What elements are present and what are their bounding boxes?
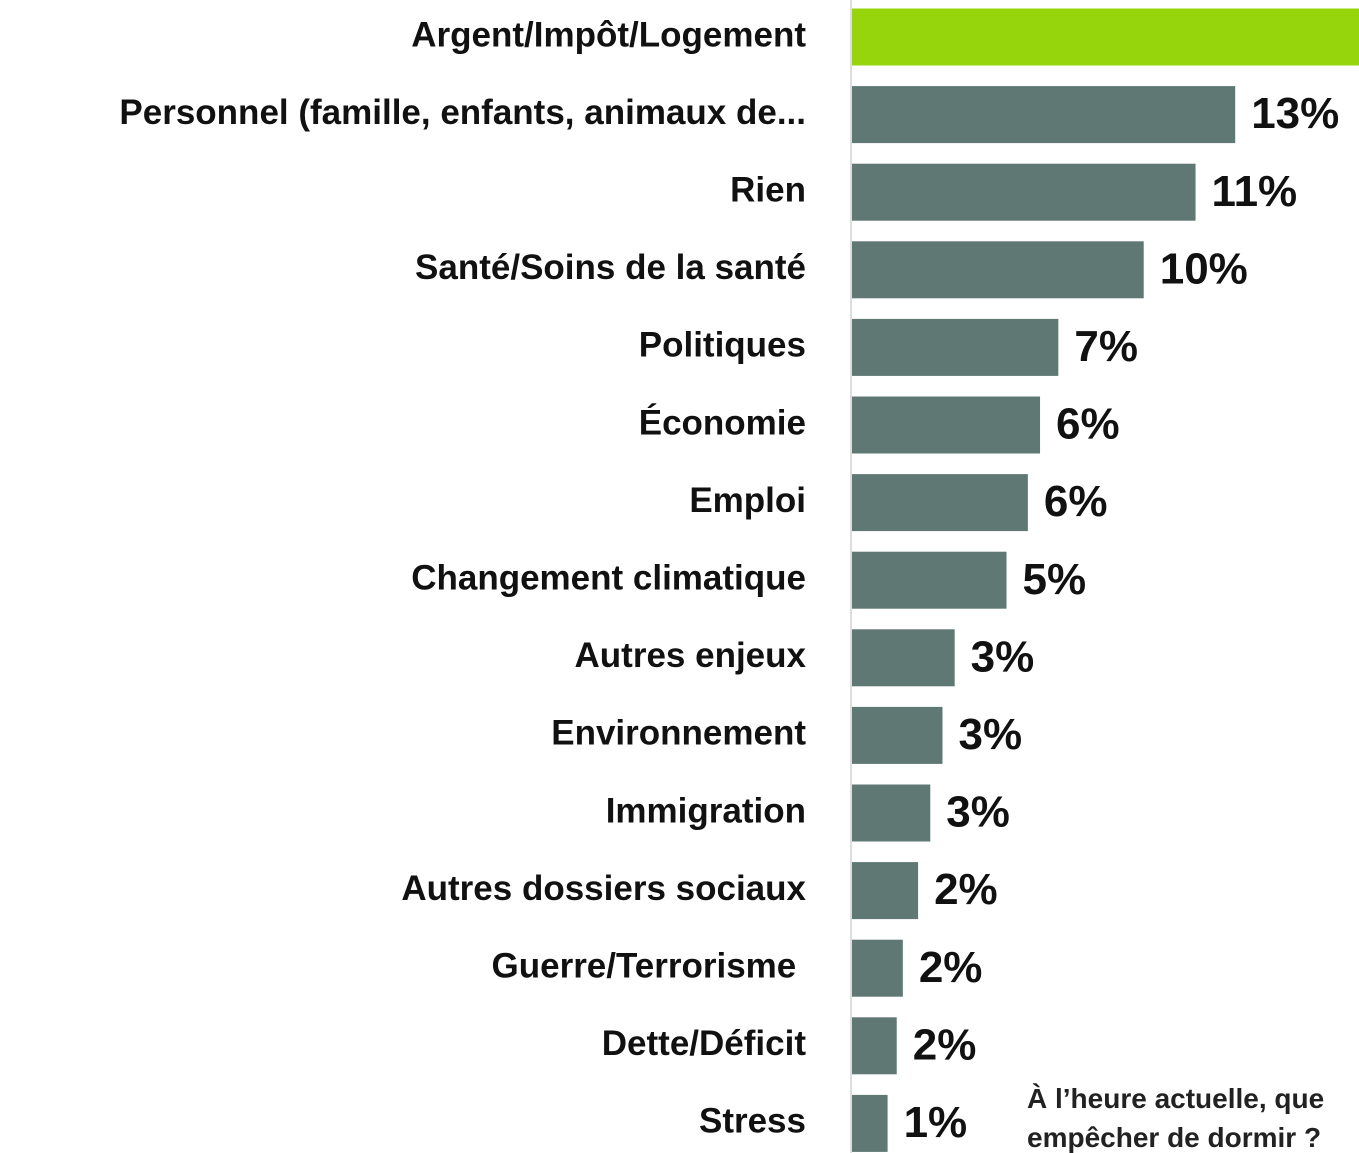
bar: [851, 318, 1059, 376]
value-label: 7%: [1074, 322, 1138, 371]
bar: [851, 551, 1007, 609]
value-label: 10%: [1160, 244, 1248, 293]
category-label: Santé/Soins de la santé: [415, 248, 806, 287]
category-label: Personnel (famille, enfants, animaux de.…: [119, 93, 806, 132]
bar: [851, 784, 931, 842]
value-label: 13%: [1251, 89, 1339, 138]
annotation: empêcher de dormir ?: [1027, 1122, 1321, 1153]
value-label: 2%: [913, 1020, 977, 1069]
value-label: 5%: [1023, 555, 1087, 604]
bar: [851, 629, 955, 687]
bar: [851, 1017, 897, 1075]
value-label: 11%: [1212, 167, 1298, 216]
category-label: Environnement: [551, 714, 806, 753]
annotation: À l’heure actuelle, que: [1027, 1083, 1324, 1114]
value-label: 3%: [971, 632, 1035, 681]
value-label: 1%: [904, 1098, 968, 1147]
category-label: Rien: [730, 170, 806, 209]
bar: [851, 1094, 888, 1152]
bar: [851, 8, 1359, 66]
value-label: 6%: [1056, 400, 1120, 449]
value-label: 6%: [1044, 477, 1108, 526]
category-label: Argent/Impôt/Logement: [411, 15, 806, 54]
category-label: Emploi: [689, 481, 806, 520]
category-label: Immigration: [606, 791, 806, 830]
bar: [851, 163, 1196, 221]
bar: [851, 474, 1028, 532]
category-label: Économie: [639, 402, 806, 442]
bar: [851, 241, 1144, 299]
category-label: Dette/Déficit: [602, 1024, 807, 1063]
category-label: Autres dossiers sociaux: [401, 869, 806, 908]
category-label: Stress: [699, 1102, 806, 1141]
bar: [851, 939, 903, 997]
bar: [851, 862, 919, 920]
bar: [851, 86, 1236, 144]
value-label: 2%: [934, 865, 998, 914]
value-label: 2%: [919, 943, 983, 992]
category-label: Autres enjeux: [575, 636, 807, 675]
bar: [851, 706, 943, 764]
bar: [851, 396, 1041, 454]
category-label: Guerre/Terrorisme: [492, 946, 807, 985]
value-label: 3%: [958, 710, 1022, 759]
category-label: Changement climatique: [411, 558, 806, 597]
category-label: Politiques: [639, 326, 806, 365]
value-label: 3%: [946, 788, 1010, 837]
